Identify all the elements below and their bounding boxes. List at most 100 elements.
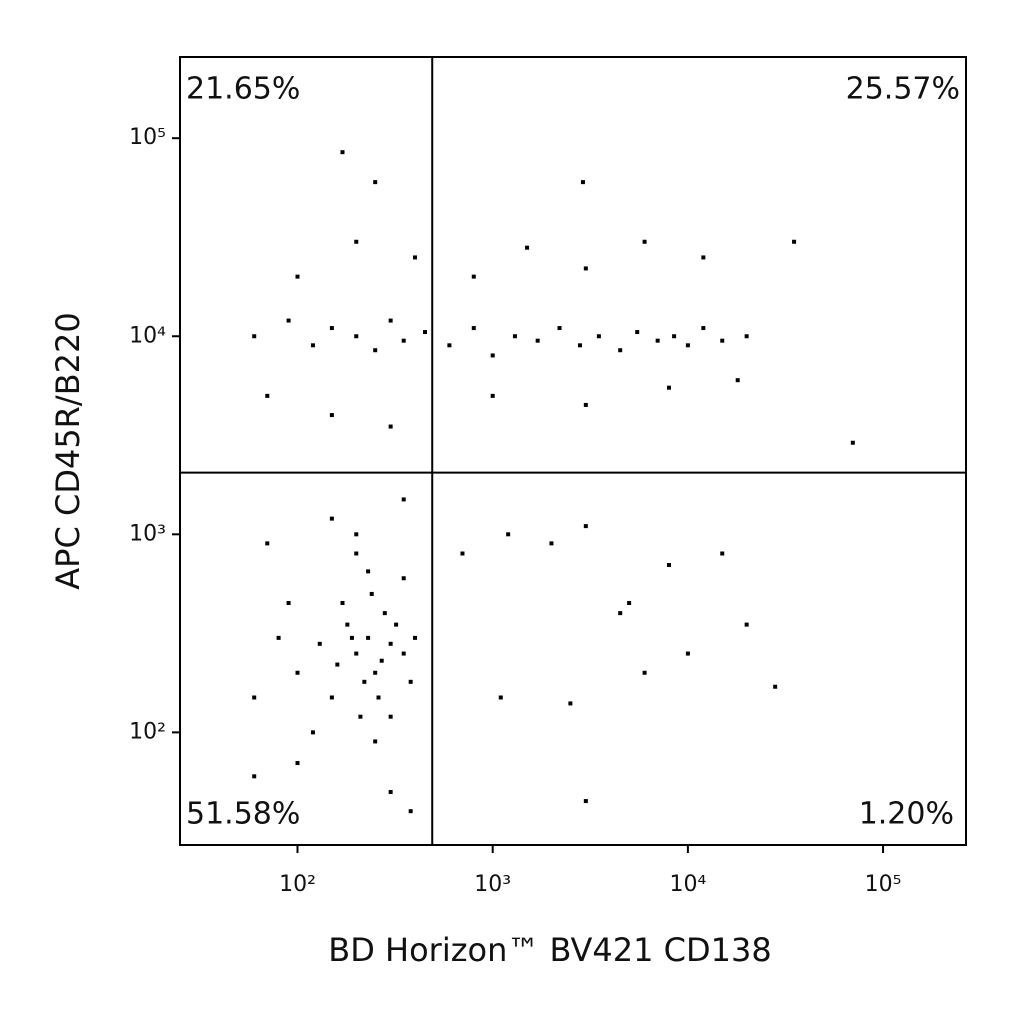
event-dot bbox=[366, 569, 371, 574]
event-dot bbox=[413, 635, 418, 640]
y-tick-label: 10⁴ bbox=[129, 323, 166, 348]
event-dot bbox=[329, 326, 334, 331]
event-dot bbox=[666, 562, 671, 567]
event-dot bbox=[583, 799, 588, 804]
event-dot bbox=[388, 318, 393, 323]
event-dot bbox=[490, 353, 495, 358]
event-dot bbox=[471, 274, 476, 279]
x-tick-label: 10² bbox=[279, 872, 316, 897]
event-dot bbox=[423, 330, 428, 335]
event-dot bbox=[295, 761, 300, 766]
event-dot bbox=[577, 343, 582, 348]
event-dot bbox=[655, 338, 660, 343]
y-tick-label: 10² bbox=[129, 719, 166, 744]
event-dot bbox=[373, 348, 378, 353]
x-tick-label: 10³ bbox=[474, 872, 511, 897]
event-dot bbox=[701, 326, 706, 331]
event-dot bbox=[627, 600, 632, 605]
event-dot bbox=[295, 670, 300, 675]
event-dot bbox=[583, 402, 588, 407]
event-dot bbox=[394, 622, 399, 627]
event-dot bbox=[388, 424, 393, 429]
event-dot bbox=[408, 679, 413, 684]
event-dot bbox=[580, 180, 585, 185]
event-dot bbox=[388, 641, 393, 646]
event-dot bbox=[549, 541, 554, 546]
event-dot bbox=[329, 516, 334, 521]
event-dot bbox=[373, 180, 378, 185]
event-dot bbox=[335, 662, 340, 667]
event-dot bbox=[317, 641, 322, 646]
event-dot bbox=[354, 239, 359, 244]
event-dot bbox=[349, 635, 354, 640]
event-dot bbox=[401, 338, 406, 343]
event-dot bbox=[295, 274, 300, 279]
event-dot bbox=[358, 714, 363, 719]
event-dot bbox=[512, 334, 517, 339]
event-dot bbox=[401, 651, 406, 656]
event-dot bbox=[773, 684, 778, 689]
event-dot bbox=[744, 334, 749, 339]
event-dot bbox=[310, 343, 315, 348]
event-dot bbox=[388, 714, 393, 719]
event-dot bbox=[329, 695, 334, 700]
event-dot bbox=[408, 809, 413, 814]
y-tick-label: 10⁵ bbox=[129, 125, 166, 150]
plot-frame bbox=[179, 56, 967, 846]
event-dot bbox=[557, 326, 562, 331]
event-dot bbox=[354, 532, 359, 537]
event-dot bbox=[373, 739, 378, 744]
event-dot bbox=[366, 635, 371, 640]
event-dot bbox=[382, 611, 387, 616]
event-dot bbox=[276, 635, 281, 640]
event-dot bbox=[850, 440, 855, 445]
event-dot bbox=[720, 551, 725, 556]
event-dot bbox=[701, 255, 706, 260]
event-dot bbox=[401, 497, 406, 502]
x-axis-title: BD Horizon™ BV421 CD138 bbox=[328, 931, 771, 969]
event-dot bbox=[252, 774, 257, 779]
event-dot bbox=[286, 600, 291, 605]
event-dot bbox=[596, 334, 601, 339]
event-dot bbox=[413, 255, 418, 260]
event-dot bbox=[265, 393, 270, 398]
event-dot bbox=[447, 343, 452, 348]
event-dot bbox=[354, 334, 359, 339]
event-dot bbox=[286, 318, 291, 323]
event-dot bbox=[369, 591, 374, 596]
event-dot bbox=[583, 524, 588, 529]
x-tick-label: 10⁴ bbox=[669, 872, 706, 897]
event-dot bbox=[735, 378, 740, 383]
y-axis-title: APC CD45R/B220 bbox=[49, 312, 87, 589]
event-dot bbox=[379, 658, 384, 663]
quadrant-label: 1.20% bbox=[859, 797, 954, 832]
event-dot bbox=[642, 670, 647, 675]
event-dot bbox=[685, 343, 690, 348]
event-dot bbox=[373, 670, 378, 675]
event-dot bbox=[720, 338, 725, 343]
event-dot bbox=[376, 695, 381, 700]
quadrant-label: 25.57% bbox=[846, 72, 960, 107]
event-dot bbox=[329, 413, 334, 418]
event-dot bbox=[354, 551, 359, 556]
event-dot bbox=[568, 701, 573, 706]
event-dot bbox=[635, 330, 640, 335]
y-tick-label: 10³ bbox=[129, 521, 166, 546]
event-dot bbox=[252, 334, 257, 339]
event-dot bbox=[340, 150, 345, 155]
event-dot bbox=[490, 393, 495, 398]
event-dot bbox=[618, 348, 623, 353]
x-tick-label: 10⁵ bbox=[865, 872, 902, 897]
event-dot bbox=[525, 245, 530, 250]
event-dot bbox=[666, 385, 671, 390]
event-dot bbox=[354, 651, 359, 656]
quadrant-label: 51.58% bbox=[186, 797, 300, 832]
event-dot bbox=[792, 239, 797, 244]
event-dot bbox=[642, 239, 647, 244]
event-dot bbox=[401, 576, 406, 581]
event-dot bbox=[310, 730, 315, 735]
event-dot bbox=[535, 338, 540, 343]
event-dot bbox=[744, 622, 749, 627]
event-dot bbox=[265, 541, 270, 546]
